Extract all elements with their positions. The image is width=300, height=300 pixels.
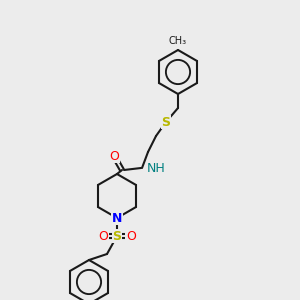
Text: O: O — [98, 230, 108, 242]
Text: S: S — [112, 230, 122, 242]
Text: S: S — [161, 116, 170, 128]
Text: NH: NH — [147, 161, 166, 175]
Text: O: O — [126, 230, 136, 242]
Text: N: N — [112, 212, 122, 224]
Text: CH₃: CH₃ — [169, 36, 187, 46]
Text: O: O — [109, 149, 119, 163]
